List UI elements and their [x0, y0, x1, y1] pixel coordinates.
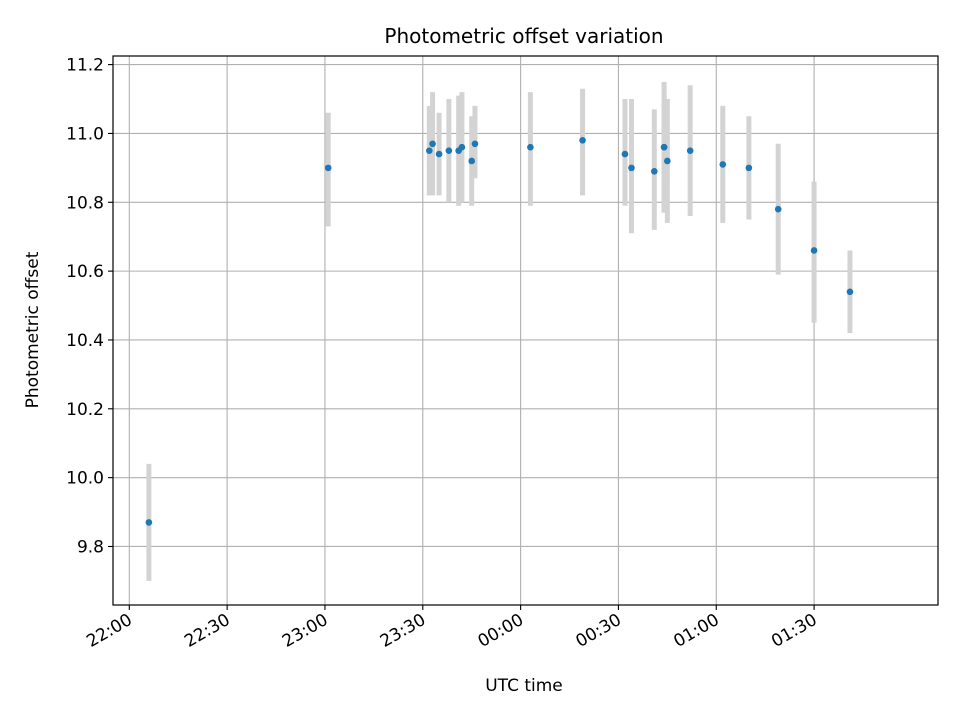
data-point [621, 150, 629, 158]
data-point [651, 168, 658, 175]
y-axis-label: Photometric offset [23, 251, 43, 408]
data-point [426, 147, 433, 154]
data-point [429, 140, 436, 148]
data-point [445, 147, 453, 154]
y-tick-label: 10.2 [66, 400, 104, 420]
data-point [458, 143, 466, 151]
data-point [468, 157, 475, 165]
data-point [664, 157, 671, 165]
x-tick-label: 01:30 [768, 610, 820, 652]
error-bars [146, 81, 853, 581]
y-tick-label: 10.6 [66, 262, 104, 282]
x-tick-label: 22:00 [83, 610, 135, 652]
data-point [810, 247, 818, 254]
x-tick-label: 23:30 [377, 610, 429, 652]
data-point [719, 161, 727, 168]
y-axis-ticks: 9.8 10.0 10.2 10.4 10.6 10.8 11.0 11.2 [66, 56, 113, 557]
data-point [846, 288, 854, 296]
data-point [745, 164, 753, 172]
grid [113, 56, 938, 605]
x-tick-label: 22:30 [181, 610, 233, 652]
data-point [686, 147, 694, 154]
x-axis-label: UTC time [485, 676, 563, 696]
data-point [579, 137, 586, 144]
y-tick-label: 10.0 [66, 469, 104, 489]
data-point [628, 164, 635, 172]
data-point [145, 519, 153, 526]
y-tick-label: 10.4 [66, 331, 104, 351]
data-point [660, 143, 668, 151]
x-tick-label: 00:30 [572, 610, 624, 652]
data-point [527, 143, 534, 151]
x-tick-label: 00:00 [475, 610, 527, 652]
plot-frame [112, 55, 939, 606]
y-tick-label: 10.8 [66, 193, 104, 213]
x-tick-label: 01:00 [670, 610, 722, 652]
data-point [471, 140, 479, 148]
y-tick-label: 11.0 [66, 124, 104, 144]
y-tick-label: 9.8 [77, 537, 104, 557]
data-point [774, 205, 782, 213]
data-point [435, 150, 443, 158]
x-axis-ticks: 22:00 22:30 23:00 23:30 00:00 00:30 01:00 01:30 [83, 605, 821, 652]
x-tick-label: 23:00 [279, 610, 331, 652]
y-tick-label: 11.2 [66, 56, 104, 76]
chart-title: Photometric offset variation [384, 24, 663, 48]
data-point [324, 164, 332, 172]
data-points [145, 137, 854, 526]
